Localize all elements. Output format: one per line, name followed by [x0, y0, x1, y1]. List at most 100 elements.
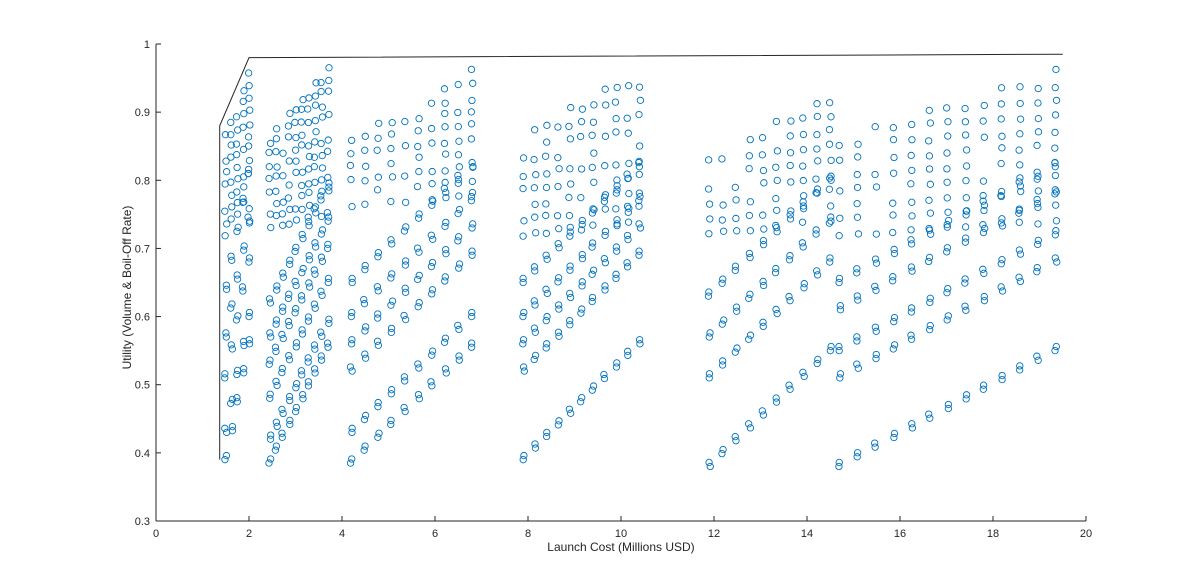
- data-point: [304, 354, 312, 362]
- data-point: [731, 183, 739, 192]
- data-point: [835, 342, 843, 351]
- data-point: [454, 80, 462, 89]
- data-point: [926, 298, 934, 307]
- data-point: [773, 206, 781, 215]
- data-point: [635, 163, 644, 171]
- data-point: [348, 278, 356, 287]
- data-point: [388, 119, 396, 127]
- data-point: [272, 377, 280, 386]
- data-point: [772, 117, 781, 126]
- data-point: [312, 209, 320, 217]
- data-point: [758, 134, 767, 142]
- data-point: [825, 99, 834, 107]
- data-point: [1034, 172, 1042, 180]
- data-point: [854, 296, 862, 304]
- data-point: [240, 198, 248, 206]
- data-point: [279, 269, 287, 277]
- data-point: [889, 273, 897, 281]
- data-point: [589, 221, 597, 229]
- data-point: [826, 258, 834, 266]
- data-point: [799, 130, 808, 139]
- data-point: [613, 176, 621, 184]
- data-point: [317, 196, 325, 204]
- data-point: [760, 225, 768, 233]
- data-point: [555, 332, 563, 340]
- data-point: [542, 200, 550, 208]
- data-point: [827, 176, 835, 184]
- data-point: [519, 363, 528, 371]
- data-point: [348, 202, 356, 211]
- data-point: [245, 308, 254, 317]
- data-point: [872, 230, 880, 238]
- data-point: [532, 229, 540, 237]
- data-point: [706, 215, 714, 223]
- data-point: [285, 322, 293, 330]
- data-point: [733, 344, 741, 352]
- data-point: [265, 148, 273, 157]
- data-point: [318, 164, 327, 172]
- data-point: [925, 224, 933, 233]
- data-point: [240, 341, 248, 350]
- data-point: [401, 172, 409, 180]
- data-point: [455, 325, 463, 334]
- data-point: [374, 310, 382, 318]
- data-point: [704, 185, 713, 193]
- data-point: [1016, 161, 1024, 169]
- data-point: [266, 435, 275, 443]
- data-point: [291, 277, 299, 286]
- data-point: [519, 154, 528, 162]
- data-point: [542, 251, 550, 259]
- data-point: [623, 259, 631, 267]
- data-point: [588, 297, 596, 306]
- data-point: [520, 451, 528, 460]
- data-point: [374, 287, 382, 295]
- data-point: [759, 166, 768, 175]
- data-point: [799, 202, 808, 210]
- data-point: [361, 327, 369, 335]
- data-point: [871, 282, 879, 291]
- data-point: [273, 422, 281, 431]
- data-point: [221, 131, 230, 139]
- data-point: [758, 407, 766, 415]
- data-point: [731, 262, 740, 270]
- data-point: [799, 243, 807, 251]
- data-point: [317, 176, 326, 184]
- data-point: [531, 267, 539, 275]
- data-point: [441, 167, 449, 175]
- data-point: [454, 321, 462, 330]
- data-point: [440, 139, 449, 148]
- data-point: [799, 114, 807, 122]
- data-point: [348, 308, 356, 317]
- data-point: [442, 245, 450, 254]
- data-point: [279, 221, 287, 229]
- data-point: [519, 274, 527, 283]
- data-point: [375, 429, 383, 437]
- data-point: [961, 131, 970, 139]
- data-point: [733, 227, 741, 235]
- data-point: [318, 103, 327, 111]
- data-point: [576, 398, 585, 406]
- data-point: [872, 259, 881, 267]
- data-point: [787, 207, 795, 215]
- data-point: [292, 281, 300, 290]
- data-point: [285, 392, 294, 401]
- data-point: [612, 128, 620, 136]
- data-point: [348, 274, 356, 283]
- data-point: [624, 218, 633, 226]
- data-point: [787, 178, 795, 186]
- data-point: [240, 109, 248, 118]
- data-point: [578, 105, 587, 113]
- data-point: [233, 366, 242, 375]
- data-point: [590, 101, 598, 109]
- data-point: [926, 209, 935, 217]
- data-point: [267, 431, 275, 439]
- data-point: [279, 198, 287, 206]
- data-point: [1051, 83, 1059, 92]
- data-point: [853, 200, 861, 208]
- data-point: [454, 233, 463, 241]
- data-point: [285, 157, 293, 165]
- data-point: [232, 140, 241, 148]
- data-point: [519, 312, 527, 321]
- data-point: [323, 339, 332, 347]
- data-point: [415, 167, 423, 176]
